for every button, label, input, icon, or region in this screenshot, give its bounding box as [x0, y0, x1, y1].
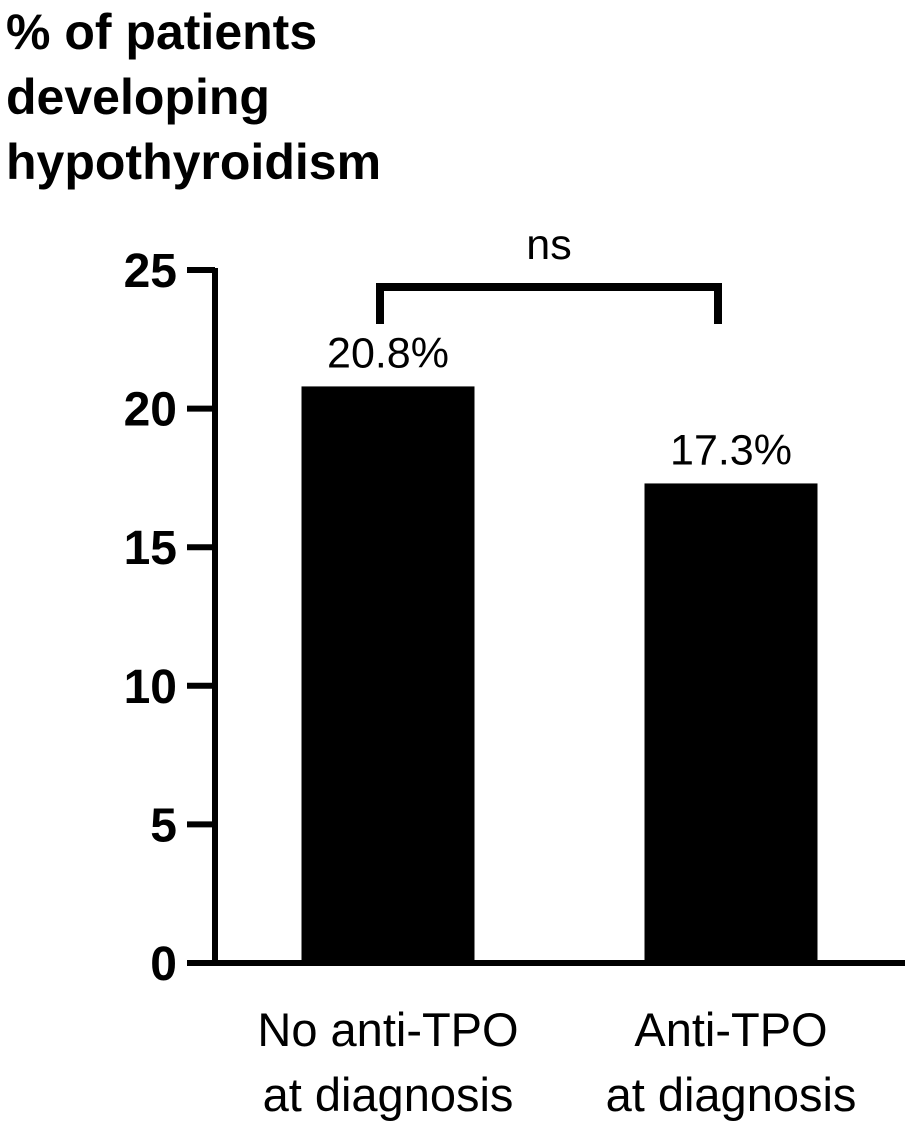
x-tick-label-2-line-1: Anti-TPO: [634, 1003, 827, 1056]
y-axis-label-line-3: hypothyroidism: [6, 134, 382, 190]
y-tick-label-15: 15: [124, 522, 177, 575]
x-tick-label-1-line-2: at diagnosis: [263, 1068, 514, 1121]
y-tick-label-0: 0: [150, 938, 177, 991]
x-tick-label-2-line-2: at diagnosis: [606, 1068, 857, 1121]
y-tick-label-25: 25: [124, 245, 177, 298]
y-tick-label-20: 20: [124, 384, 177, 437]
bar-2: [644, 483, 818, 963]
significance-label: ns: [526, 221, 571, 269]
y-tick-label-5: 5: [150, 799, 177, 852]
x-tick-label-1-line-1: No anti-TPO: [257, 1003, 518, 1056]
data-label-1: 20.8%: [327, 329, 449, 377]
significance-bracket: [376, 283, 722, 324]
y-axis-label-line-2: developing: [6, 69, 270, 125]
data-label-2: 17.3%: [670, 426, 792, 474]
bar-1: [301, 386, 475, 963]
y-tick-label-10: 10: [124, 661, 177, 714]
y-axis-label-line-1: % of patients: [6, 4, 318, 60]
